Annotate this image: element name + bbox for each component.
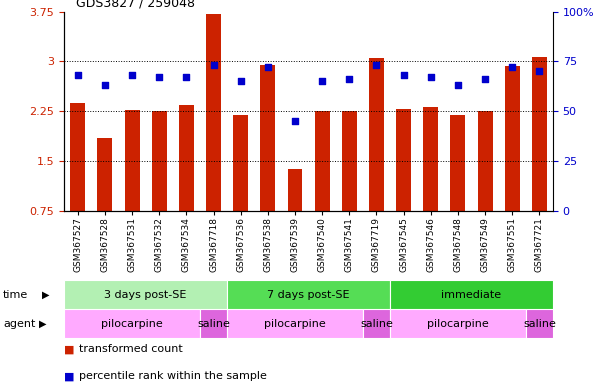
Bar	[70, 103, 85, 211]
Bar	[288, 169, 302, 211]
Text: saline: saline	[523, 318, 556, 329]
Text: ■: ■	[64, 344, 75, 354]
Bar	[315, 111, 329, 211]
Bar	[227, 280, 390, 309]
Text: ▶: ▶	[38, 318, 46, 329]
Text: immediate: immediate	[441, 290, 502, 300]
Text: pilocarpine: pilocarpine	[264, 318, 326, 329]
Bar	[342, 111, 357, 211]
Bar	[64, 309, 200, 338]
Point	[127, 72, 137, 78]
Bar	[390, 280, 553, 309]
Point	[155, 74, 164, 81]
Point	[371, 62, 381, 68]
Text: pilocarpine: pilocarpine	[101, 318, 163, 329]
Point	[535, 68, 544, 74]
Bar	[532, 57, 547, 211]
Point	[208, 62, 218, 68]
Bar	[369, 58, 384, 211]
Text: percentile rank within the sample: percentile rank within the sample	[79, 371, 267, 381]
Bar	[526, 309, 553, 338]
Text: ▶: ▶	[42, 290, 49, 300]
Text: ■: ■	[64, 371, 75, 381]
Bar	[505, 66, 520, 211]
Text: pilocarpine: pilocarpine	[427, 318, 489, 329]
Bar	[64, 280, 227, 309]
Point	[480, 76, 490, 83]
Bar	[152, 111, 167, 211]
Point	[100, 82, 110, 88]
Bar	[97, 138, 112, 211]
Bar	[200, 309, 227, 338]
Point	[236, 78, 246, 84]
Bar	[260, 65, 276, 211]
Point	[426, 74, 436, 81]
Point	[345, 76, 354, 83]
Bar	[390, 309, 526, 338]
Text: transformed count: transformed count	[79, 344, 183, 354]
Text: 3 days post-SE: 3 days post-SE	[104, 290, 187, 300]
Point	[507, 65, 517, 71]
Bar	[478, 111, 492, 211]
Bar	[363, 309, 390, 338]
Point	[290, 118, 300, 124]
Text: 7 days post-SE: 7 days post-SE	[267, 290, 350, 300]
Bar	[179, 105, 194, 211]
Bar	[450, 115, 466, 211]
Bar	[125, 110, 139, 211]
Text: saline: saline	[197, 318, 230, 329]
Point	[453, 82, 463, 88]
Text: time: time	[3, 290, 28, 300]
Text: agent: agent	[3, 318, 35, 329]
Text: saline: saline	[360, 318, 393, 329]
Bar	[227, 309, 363, 338]
Bar	[206, 13, 221, 211]
Point	[181, 74, 191, 81]
Point	[73, 72, 82, 78]
Bar	[396, 109, 411, 211]
Point	[317, 78, 327, 84]
Bar	[423, 107, 438, 211]
Point	[263, 65, 273, 71]
Text: GDS3827 / 259048: GDS3827 / 259048	[76, 0, 196, 10]
Point	[399, 72, 409, 78]
Bar	[233, 115, 248, 211]
